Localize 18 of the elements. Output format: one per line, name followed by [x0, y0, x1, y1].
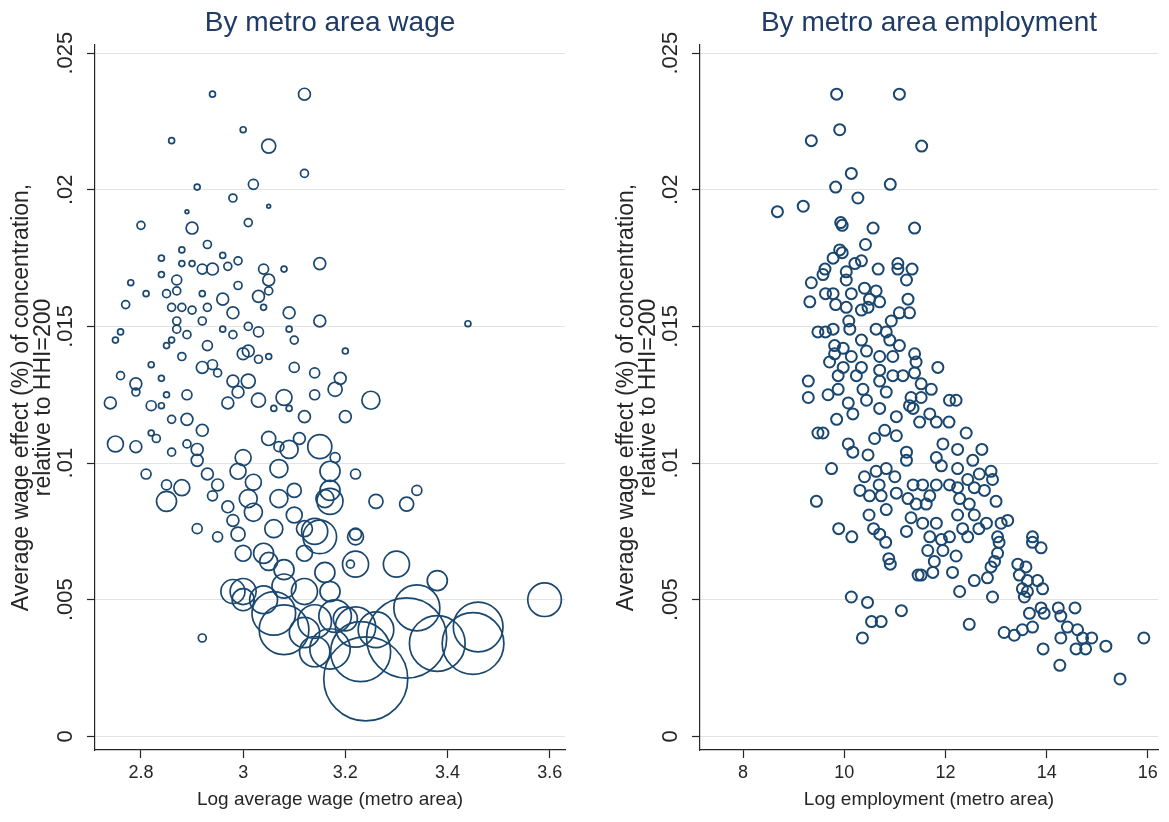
- x-axis-title: Log employment (metro area): [803, 787, 1055, 809]
- x-tick-label: 16: [1137, 761, 1158, 782]
- x-axis-title: Log average wage (metro area): [196, 787, 464, 809]
- y-tick-label: 0: [51, 730, 77, 743]
- x-tick-label: 14: [1036, 761, 1057, 782]
- y-tick-label: 0: [656, 730, 682, 743]
- x-tick-label: 3.6: [537, 761, 563, 782]
- y-tick-label: .025: [51, 31, 77, 75]
- y-tick-label: .025: [656, 31, 682, 75]
- x-tick-label: 3.4: [434, 761, 461, 782]
- chart-title: By metro area wage: [204, 5, 456, 37]
- chart-title: By metro area employment: [760, 5, 1098, 37]
- x-tick-label: 8: [738, 761, 749, 782]
- x-tick-label: 12: [935, 761, 956, 782]
- x-tick-label: 3.2: [332, 761, 358, 782]
- x-tick-label: 3: [238, 761, 249, 782]
- x-tick-label: 10: [834, 761, 855, 782]
- x-tick-label: 2.8: [128, 761, 154, 782]
